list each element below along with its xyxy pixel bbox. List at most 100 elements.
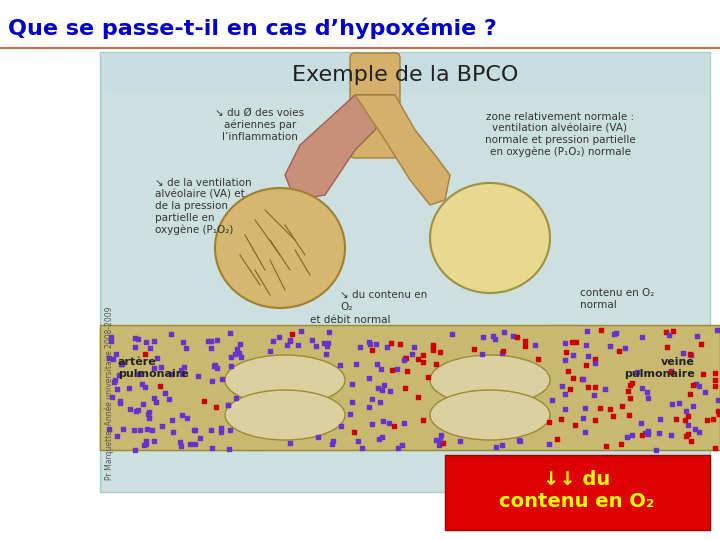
Point (320, 349, 332, 358)
Point (352, 436, 364, 445)
Point (707, 415, 719, 424)
Point (130, 406, 142, 415)
FancyBboxPatch shape (105, 55, 705, 93)
Point (683, 412, 694, 421)
Point (605, 341, 616, 350)
Point (713, 407, 720, 415)
Point (397, 419, 409, 428)
Point (600, 442, 611, 451)
Point (642, 430, 654, 438)
Point (111, 385, 122, 394)
Point (133, 369, 145, 378)
Point (151, 354, 163, 363)
Point (167, 428, 179, 436)
Point (188, 426, 199, 434)
Point (356, 443, 368, 452)
Point (712, 396, 720, 404)
Text: ↓↓ du: ↓↓ du (544, 470, 611, 489)
Point (639, 428, 651, 437)
Point (310, 341, 321, 350)
Point (138, 441, 150, 449)
Point (181, 414, 193, 422)
Point (626, 431, 638, 440)
Point (570, 421, 581, 429)
Text: Pr Marquette, Année universitaire 2008-2009: Pr Marquette, Année universitaire 2008-2… (104, 307, 114, 480)
Point (198, 396, 210, 405)
Point (364, 340, 376, 349)
Point (210, 360, 221, 369)
Point (326, 439, 338, 448)
Point (683, 429, 694, 438)
Point (139, 383, 150, 391)
Point (230, 394, 241, 402)
Point (156, 422, 168, 431)
Point (177, 338, 189, 346)
Point (388, 421, 400, 430)
Point (660, 328, 672, 336)
Point (680, 431, 692, 440)
Point (579, 428, 590, 436)
Point (498, 328, 510, 336)
Point (143, 408, 155, 416)
Point (529, 341, 541, 349)
Point (487, 332, 499, 340)
Point (363, 338, 374, 346)
Point (176, 366, 187, 374)
Point (148, 336, 160, 345)
Point (391, 365, 402, 374)
Point (490, 443, 502, 451)
Point (130, 342, 141, 351)
Point (679, 416, 690, 424)
Point (384, 339, 396, 348)
Point (636, 383, 647, 392)
Point (148, 437, 159, 445)
Point (222, 401, 234, 409)
Point (693, 428, 705, 437)
Point (559, 338, 571, 347)
Point (148, 363, 160, 372)
Point (166, 370, 177, 379)
Point (546, 396, 557, 404)
Point (372, 360, 383, 369)
Point (688, 380, 699, 389)
Point (641, 429, 652, 437)
Point (514, 436, 526, 444)
Text: contenu en O₂: contenu en O₂ (499, 492, 654, 511)
Point (400, 354, 412, 362)
Point (116, 360, 127, 368)
Point (144, 343, 156, 352)
Point (417, 350, 428, 359)
Point (202, 336, 214, 345)
Point (577, 414, 588, 422)
Point (318, 339, 330, 347)
Point (580, 361, 592, 370)
Point (636, 431, 648, 440)
Point (140, 436, 152, 445)
Point (544, 440, 555, 449)
Point (113, 370, 125, 379)
Polygon shape (285, 95, 395, 200)
Point (134, 426, 145, 434)
Point (346, 380, 358, 389)
Point (376, 433, 387, 442)
Point (179, 362, 190, 371)
Point (700, 387, 711, 396)
Point (641, 388, 652, 396)
Point (384, 387, 396, 395)
Point (140, 338, 152, 347)
Text: contenu en O₂
normal: contenu en O₂ normal (580, 288, 654, 309)
Point (622, 387, 634, 395)
Point (701, 416, 712, 424)
Point (323, 328, 334, 336)
Point (564, 384, 575, 393)
Point (589, 383, 600, 391)
Point (691, 332, 703, 340)
Point (423, 373, 434, 381)
Point (225, 362, 237, 370)
Point (559, 355, 571, 364)
Point (654, 415, 666, 423)
Point (322, 339, 333, 348)
Point (292, 340, 304, 349)
Point (397, 355, 409, 364)
Point (107, 355, 119, 363)
